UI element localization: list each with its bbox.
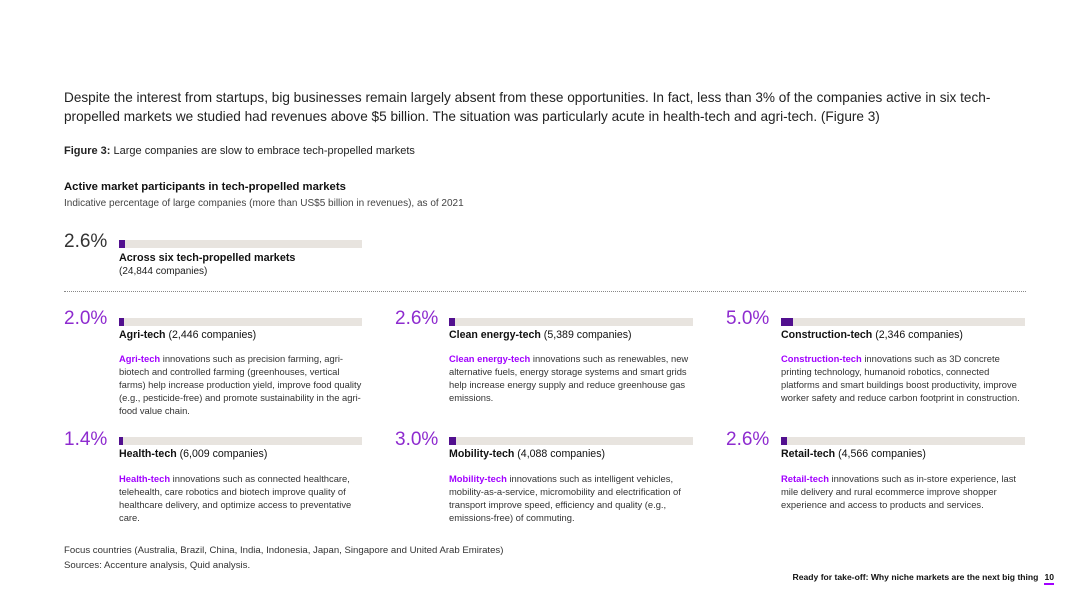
market-count: (2,346 companies) — [875, 329, 963, 341]
page-number: 10 — [1044, 572, 1054, 585]
market-desc-highlight: Construction-tech — [781, 353, 862, 364]
market-bar-track — [781, 318, 1025, 326]
focus-countries-note: Focus countries (Australia, Brazil, Chin… — [64, 545, 504, 556]
market-desc-highlight: Clean energy-tech — [449, 353, 531, 364]
market-bar-fill — [781, 318, 793, 326]
section-divider — [64, 291, 1026, 292]
market-count: (4,566 companies) — [838, 448, 926, 460]
market-desc-highlight: Mobility-tech — [449, 473, 507, 484]
market-bar-track — [781, 437, 1025, 445]
intro-paragraph: Despite the interest from startups, big … — [64, 90, 991, 124]
overall-market-name: Across six tech-propelled markets — [119, 252, 296, 264]
overall-bar-fill — [119, 240, 125, 248]
market-desc-highlight: Agri-tech — [119, 353, 161, 364]
figure-caption-text: Large companies are slow to embrace tech… — [110, 145, 415, 157]
market-count: (6,009 companies) — [179, 448, 268, 460]
market-name: Clean energy-tech — [449, 329, 541, 341]
sources-note: Sources: Accenture analysis, Quid analys… — [64, 560, 251, 571]
market-bar-fill — [449, 318, 455, 326]
market-title: Health-tech (6,009 companies) — [119, 448, 267, 460]
market-title: Clean energy-tech (5,389 companies) — [449, 329, 632, 341]
market-description: Health-tech innovations such as connecte… — [119, 472, 367, 524]
market-percent-label: 2.0% — [64, 308, 108, 329]
market-percent-label: 1.4% — [64, 429, 108, 450]
market-name: Retail-tech — [781, 448, 836, 460]
market-bar-fill — [119, 318, 124, 326]
figure-caption: Figure 3: Large companies are slow to em… — [64, 145, 415, 157]
footer-title: Ready for take-off: Why niche markets ar… — [792, 572, 1039, 582]
market-name: Mobility-tech — [449, 448, 515, 460]
market-desc-text: innovations such as connected healthcare… — [119, 473, 352, 523]
chart-subtitle: Indicative percentage of large companies… — [64, 198, 464, 209]
overall-bar-track — [119, 240, 362, 248]
market-desc-text: innovations such as renewables, new alte… — [449, 353, 689, 403]
market-bar-track — [449, 318, 693, 326]
overall-percent-label: 2.6% — [64, 231, 108, 252]
market-percent-label: 2.6% — [726, 429, 770, 450]
market-title: Agri-tech (2,446 companies) — [119, 329, 256, 341]
market-count: (2,446 companies) — [168, 329, 257, 341]
market-title: Retail-tech (4,566 companies) — [781, 448, 926, 460]
market-name: Health-tech — [119, 448, 177, 460]
market-description: Construction-tech innovations such as 3D… — [781, 352, 1029, 404]
market-description: Mobility-tech innovations such as intell… — [449, 472, 697, 524]
market-name: Construction-tech — [781, 329, 873, 341]
market-desc-highlight: Health-tech — [119, 473, 171, 484]
market-count: (4,088 companies) — [517, 448, 606, 460]
market-bar-fill — [781, 437, 787, 445]
market-name: Agri-tech — [119, 329, 166, 341]
market-title: Mobility-tech (4,088 companies) — [449, 448, 605, 460]
market-bar-track — [119, 318, 362, 326]
figure-label: Figure 3: — [64, 145, 111, 157]
chart-title: Active market participants in tech-prope… — [64, 181, 346, 193]
market-desc-text: innovations such as intelligent vehicles… — [449, 473, 681, 523]
market-desc-text: innovations such as in-store experience,… — [781, 473, 1017, 510]
market-count: (5,389 companies) — [543, 329, 632, 341]
market-title: Construction-tech (2,346 companies) — [781, 329, 963, 341]
market-percent-label: 3.0% — [395, 429, 439, 450]
market-percent-label: 2.6% — [395, 308, 439, 329]
market-desc-highlight: Retail-tech — [781, 473, 829, 484]
market-desc-text: innovations such as precision farming, a… — [119, 353, 362, 416]
market-description: Agri-tech innovations such as precision … — [119, 352, 367, 417]
market-percent-label: 5.0% — [726, 308, 770, 329]
market-description: Retail-tech innovations such as in-store… — [781, 472, 1029, 511]
overall-company-count: (24,844 companies) — [119, 266, 208, 277]
market-bar-fill — [119, 437, 123, 445]
market-bar-fill — [449, 437, 456, 445]
market-bar-track — [449, 437, 693, 445]
market-bar-track — [119, 437, 362, 445]
market-desc-text: innovations such as 3D concrete printing… — [781, 353, 1020, 403]
page-footer: Ready for take-off: Why niche markets ar… — [793, 572, 1054, 585]
market-description: Clean energy-tech innovations such as re… — [449, 352, 697, 404]
